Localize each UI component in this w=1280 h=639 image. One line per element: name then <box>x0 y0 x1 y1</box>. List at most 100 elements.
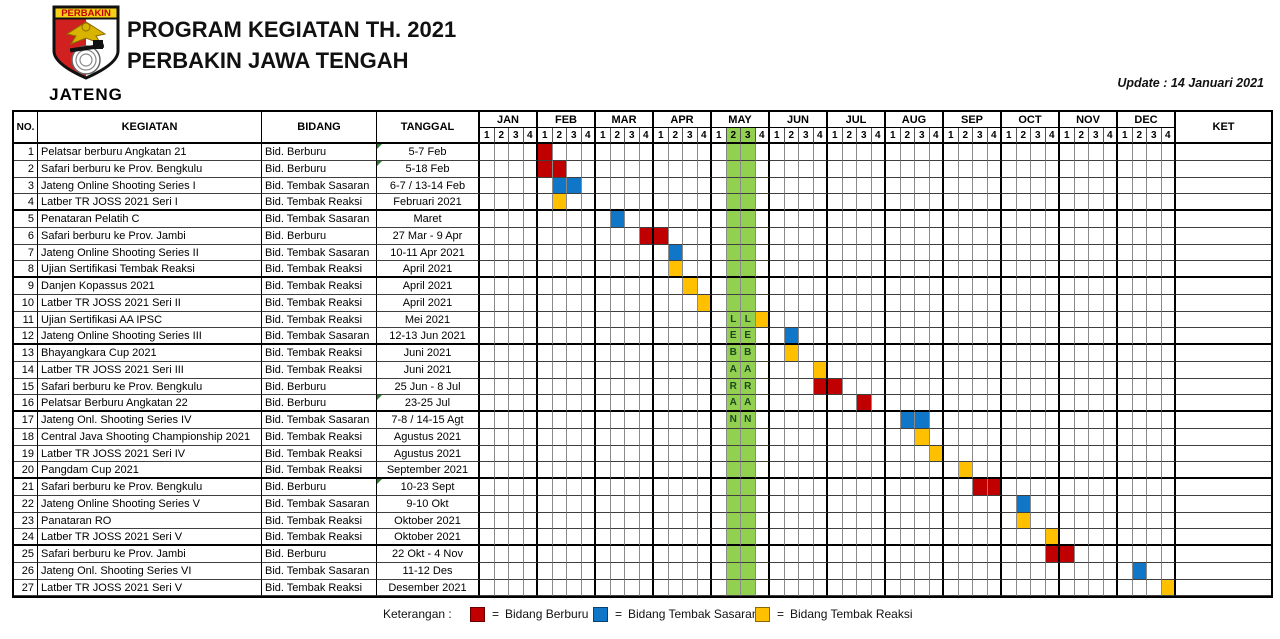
gantt-cell <box>683 395 698 412</box>
gantt-cell <box>552 211 567 228</box>
gantt-cell <box>1089 361 1104 379</box>
gantt-cell <box>596 177 611 195</box>
gantt-cell <box>1060 462 1075 479</box>
gantt-cell <box>1045 445 1060 463</box>
ket-cell <box>1176 446 1271 463</box>
gantt-cell <box>813 445 828 463</box>
gantt-cell <box>596 361 611 379</box>
gantt-cell <box>683 378 698 396</box>
gantt-cell <box>973 395 988 412</box>
gantt-cell <box>944 160 959 178</box>
gantt-cell <box>1147 261 1162 278</box>
gantt-cell <box>1074 395 1089 412</box>
gantt-cell <box>567 445 582 463</box>
gantt-cell <box>509 579 524 597</box>
month-header-mar: MAR <box>596 112 654 128</box>
gantt-cell <box>929 462 944 479</box>
gantt-cell <box>1045 562 1060 580</box>
gantt-cell <box>958 311 973 329</box>
gantt-cell <box>567 495 582 513</box>
month-header-jun: JUN <box>770 112 828 128</box>
gantt-cell <box>494 495 509 513</box>
lebaran-cell <box>726 546 741 563</box>
gantt-cell <box>639 160 654 178</box>
gantt-cell <box>1132 278 1147 295</box>
gantt-cell <box>828 328 843 345</box>
gantt-cell <box>610 412 625 429</box>
gantt-cell <box>712 294 727 312</box>
gantt-cell <box>1002 278 1017 295</box>
ket-cell <box>1176 546 1271 563</box>
gantt-cell <box>581 194 596 211</box>
gantt-cell <box>842 278 857 295</box>
gantt-cell <box>900 495 915 513</box>
gantt-cell <box>755 562 770 580</box>
gantt-cell <box>538 529 553 546</box>
gantt-cell <box>610 244 625 262</box>
kegiatan-cell: Safari berburu ke Prov. Bengkulu <box>38 160 262 178</box>
gantt-cell <box>668 512 683 530</box>
gantt-cell <box>973 428 988 446</box>
activity-cell-red <box>639 227 654 245</box>
gantt-cell <box>596 529 611 546</box>
tanggal-cell: Mei 2021 <box>377 311 480 329</box>
month-header-sep: SEP <box>944 112 1002 128</box>
lebaran-cell <box>741 294 756 312</box>
gantt-cell <box>1060 579 1075 597</box>
gantt-cell <box>900 328 915 345</box>
activity-cell-blue <box>567 177 582 195</box>
gantt-cell <box>755 177 770 195</box>
week-header: 2 <box>726 128 741 144</box>
gantt-cell <box>886 194 901 211</box>
gantt-cell <box>1103 579 1118 597</box>
kegiatan-cell: Latber TR JOSS 2021 Seri V <box>38 529 262 546</box>
gantt-cell <box>1002 244 1017 262</box>
gantt-cell <box>842 512 857 530</box>
gantt-cell <box>813 579 828 597</box>
week-header: 1 <box>1060 128 1075 144</box>
gantt-cell <box>958 144 973 161</box>
gantt-cell <box>813 428 828 446</box>
gantt-cell <box>915 244 930 262</box>
gantt-cell <box>596 445 611 463</box>
tanggal-cell: 6-7 / 13-14 Feb <box>377 177 480 195</box>
gantt-cell <box>509 479 524 496</box>
gantt-cell <box>668 294 683 312</box>
gantt-cell <box>813 562 828 580</box>
gantt-cell <box>1132 495 1147 513</box>
gantt-cell <box>958 428 973 446</box>
gantt-cell <box>958 495 973 513</box>
gantt-cell <box>842 177 857 195</box>
gantt-cell <box>1132 529 1147 546</box>
gantt-cell <box>538 412 553 429</box>
gantt-cell <box>958 395 973 412</box>
gantt-cell <box>683 328 698 345</box>
gantt-cell <box>1147 479 1162 496</box>
gantt-cell <box>523 244 538 262</box>
gantt-cell <box>929 160 944 178</box>
lebaran-cell <box>741 261 756 278</box>
gantt-cell <box>639 244 654 262</box>
gantt-cell <box>944 378 959 396</box>
gantt-cell <box>1147 194 1162 211</box>
gantt-cell <box>596 546 611 563</box>
gantt-cell <box>581 378 596 396</box>
gantt-cell <box>523 512 538 530</box>
gantt-cell <box>900 177 915 195</box>
gantt-cell <box>871 445 886 463</box>
gantt-cell <box>712 211 727 228</box>
gantt-cell <box>1016 479 1031 496</box>
col-header-bidang: BIDANG <box>262 112 377 144</box>
gantt-cell <box>610 428 625 446</box>
gantt-cell <box>944 361 959 379</box>
gantt-cell <box>697 311 712 329</box>
gantt-cell <box>1118 144 1133 161</box>
gantt-cell <box>697 378 712 396</box>
gantt-cell <box>1060 345 1075 362</box>
gantt-cell <box>1031 562 1046 580</box>
gantt-cell <box>1016 211 1031 228</box>
gantt-cell <box>538 361 553 379</box>
gantt-cell <box>958 562 973 580</box>
bidang-cell: Bid. Tembak Reaksi <box>262 194 377 211</box>
gantt-cell <box>668 546 683 563</box>
